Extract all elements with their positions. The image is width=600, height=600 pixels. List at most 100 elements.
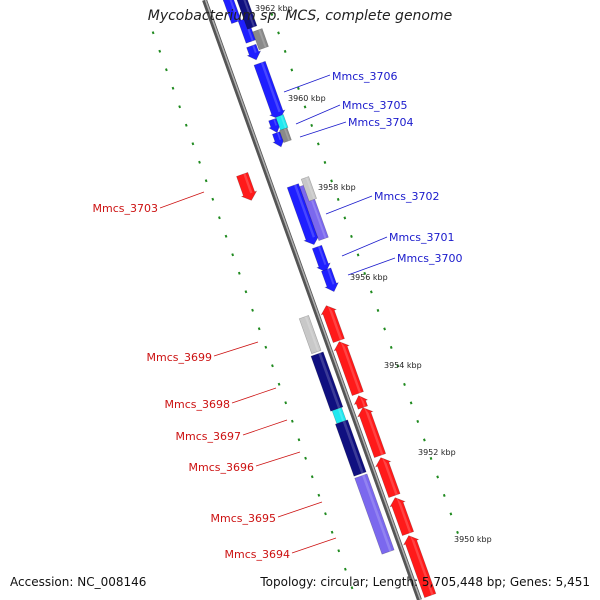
tick-mark — [356, 253, 360, 257]
gene-arrow — [353, 395, 369, 410]
genome-backbone — [202, 0, 422, 600]
tick-mark — [416, 419, 420, 423]
gene-arrow — [354, 473, 395, 555]
gene-highlight — [359, 395, 366, 408]
map-title: Mycobacterium sp. MCS, complete genome — [147, 8, 453, 24]
leader-line — [159, 191, 205, 209]
gene-highlight — [276, 132, 281, 140]
tick-mark — [330, 179, 333, 183]
gene-arrow — [279, 127, 292, 143]
tick-mark — [304, 456, 307, 460]
gene-arrow — [300, 176, 317, 202]
tick-mark — [403, 382, 406, 386]
backbone-line — [202, 0, 422, 600]
gene-arrow — [402, 535, 437, 598]
backbone-highlight — [204, 0, 422, 600]
tick-mark — [158, 49, 162, 53]
leader-line — [242, 419, 288, 436]
scale-label: 3952 kbp — [418, 448, 456, 457]
tick-mark — [409, 401, 413, 405]
gene-arrow — [310, 351, 344, 412]
gene-highlight — [337, 408, 345, 422]
tick-mark — [165, 68, 168, 72]
leader-line — [283, 74, 331, 93]
gene-label-forward: Mmcs_3704 — [348, 116, 413, 129]
gene-highlight — [317, 245, 327, 265]
tick-mark — [283, 49, 287, 53]
gene-arrow — [236, 0, 258, 30]
topology-text: Topology: circular; Length: 5,705,448 bp… — [260, 575, 590, 589]
gene-label-reverse: Mmcs_3698 — [165, 398, 230, 411]
gene-highlight — [304, 316, 320, 352]
leader-line — [299, 121, 347, 138]
gene-arrow — [335, 419, 367, 477]
tick-mark — [337, 549, 341, 553]
gene-label-reverse: Mmcs_3699 — [147, 351, 212, 364]
gene-highlight — [318, 352, 341, 409]
gene-label-forward: Mmcs_3701 — [389, 231, 454, 244]
gene-highlight — [229, 0, 240, 22]
tick-mark — [436, 475, 440, 479]
tick-mark — [191, 142, 195, 146]
gene-highlight — [362, 474, 392, 552]
gene-highlight — [252, 44, 257, 53]
gene-label-forward: Mmcs_3705 — [342, 99, 407, 112]
tick-mark — [317, 493, 321, 497]
tick-mark — [442, 493, 446, 497]
tick-mark — [277, 382, 281, 386]
tick-mark — [171, 86, 175, 90]
gene-highlight — [396, 497, 412, 534]
gene-arrow — [320, 305, 345, 343]
gene-highlight — [327, 268, 335, 285]
tick-mark — [231, 253, 235, 257]
tick-mark — [383, 327, 386, 331]
tick-mark — [449, 512, 453, 516]
scale-label: 3950 kbp — [454, 535, 492, 544]
gene-arrow — [311, 244, 331, 273]
tick-mark — [151, 31, 155, 35]
tick-mark — [178, 105, 182, 109]
gene-label-reverse: Mmcs_3697 — [176, 430, 241, 443]
tick-mark — [237, 271, 241, 275]
tick-mark — [310, 123, 314, 127]
scale-label: 3956 kbp — [350, 273, 388, 282]
tick-mark — [376, 308, 380, 312]
tick-mark — [211, 197, 215, 201]
gene-arrow — [236, 172, 258, 201]
tick-mark — [310, 475, 314, 479]
leader-line — [277, 501, 323, 518]
tick-mark — [396, 364, 400, 368]
tick-mark — [330, 530, 334, 534]
gene-highlight — [294, 184, 315, 238]
tick-mark — [456, 530, 459, 534]
gene-arrow — [374, 457, 401, 498]
tick-mark — [303, 105, 307, 109]
gene-arrow — [253, 60, 286, 120]
gene-arrow — [286, 183, 320, 245]
gene-features — [222, 0, 437, 598]
tick-mark — [324, 512, 327, 516]
tick-mark — [389, 345, 393, 349]
gene-label-reverse: Mmcs_3694 — [225, 548, 290, 561]
tick-mark — [350, 586, 354, 590]
scale-label: 3954 kbp — [384, 361, 422, 370]
leader-line — [291, 537, 337, 554]
scale-label: 3962 kbp — [255, 4, 293, 13]
gene-highlight — [260, 62, 281, 113]
tick-mark — [224, 234, 228, 238]
gene-label-forward: Mmcs_3706 — [332, 70, 397, 83]
gene-highlight — [273, 118, 277, 126]
scale-label: 3960 kbp — [288, 94, 326, 103]
tick-marks — [151, 12, 459, 590]
gene-highlight — [243, 0, 255, 28]
gene-highlight — [243, 173, 253, 194]
tick-mark — [271, 364, 274, 368]
gene-highlight — [327, 305, 343, 341]
gene-arrow — [357, 407, 387, 458]
gene-highlight — [280, 115, 287, 129]
gene-arrow — [275, 114, 289, 131]
leader-line — [347, 257, 396, 276]
gene-highlight — [284, 128, 290, 141]
scale-label: 3958 kbp — [318, 183, 356, 192]
tick-mark — [218, 216, 221, 220]
